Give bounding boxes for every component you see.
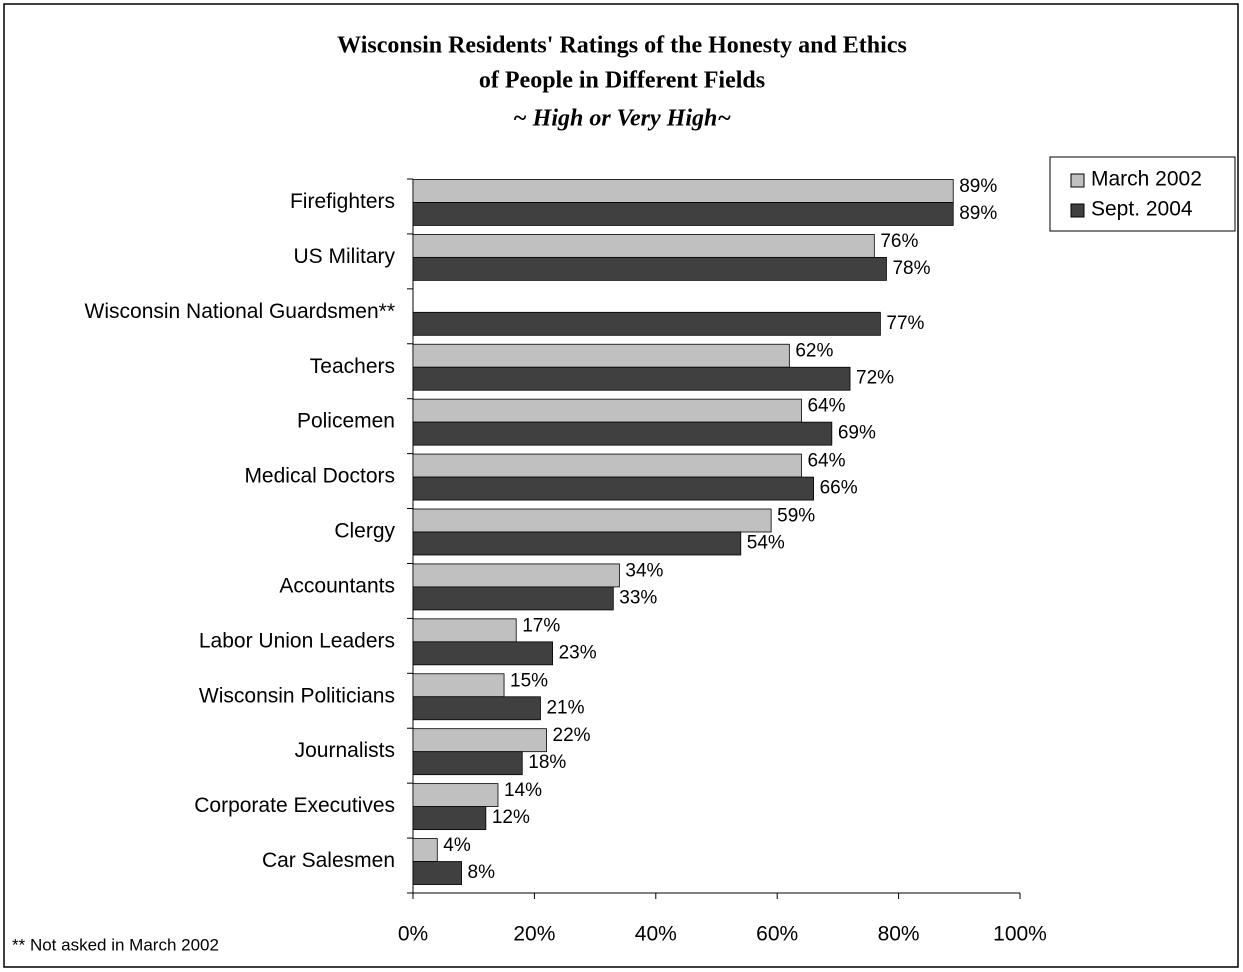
bar — [412, 508, 772, 533]
chart-subtitle: ~ High or Very High~ — [513, 106, 731, 132]
value-label: 78% — [892, 258, 930, 279]
x-tick-label: 40% — [635, 923, 677, 946]
bar — [412, 366, 851, 391]
bar — [412, 586, 614, 611]
bar — [412, 476, 815, 501]
bar — [412, 838, 438, 862]
value-label: 66% — [820, 478, 858, 499]
value-label: 54% — [747, 533, 785, 554]
bar — [412, 179, 954, 203]
bar — [412, 728, 547, 753]
x-tick-label: 80% — [878, 923, 920, 946]
category-label: Policemen — [297, 410, 395, 433]
category-label: Teachers — [310, 355, 395, 378]
category-label: Labor Union Leaders — [199, 629, 395, 652]
bar — [412, 618, 517, 643]
bar — [412, 563, 620, 588]
value-label: 18% — [528, 752, 566, 773]
x-tick-label: 100% — [993, 923, 1047, 946]
category-label: Car Salesmen — [262, 849, 395, 872]
x-tick-label: 20% — [513, 923, 555, 946]
bar — [412, 421, 833, 446]
value-label: 64% — [807, 451, 845, 472]
category-label: Journalists — [295, 739, 395, 762]
bar — [412, 311, 881, 336]
value-label: 72% — [856, 368, 894, 389]
value-label: 17% — [522, 615, 560, 636]
value-label: 14% — [504, 780, 542, 801]
legend-box — [1049, 156, 1236, 232]
value-label: 77% — [886, 313, 924, 334]
value-label: 69% — [838, 423, 876, 444]
bar — [412, 751, 523, 776]
bar — [412, 696, 541, 721]
legend-swatch — [1070, 203, 1085, 218]
bar — [412, 202, 954, 226]
value-label: 23% — [559, 642, 597, 663]
value-label: 34% — [625, 560, 663, 581]
bar — [412, 398, 802, 423]
category-label: Medical Doctors — [244, 465, 395, 488]
chart-title: Wisconsin Residents' Ratings of the Hone… — [337, 33, 907, 59]
bar — [412, 343, 790, 368]
value-label: 89% — [959, 203, 997, 224]
category-label: Accountants — [279, 574, 395, 597]
bar — [412, 531, 742, 556]
bar — [412, 783, 499, 808]
value-label: 12% — [492, 807, 530, 828]
category-label: Firefighters — [290, 190, 395, 213]
value-label: 76% — [880, 231, 918, 252]
value-label: 33% — [619, 587, 657, 608]
bar — [412, 233, 875, 258]
category-label: Wisconsin Politicians — [199, 684, 395, 707]
value-label: 8% — [468, 862, 496, 883]
value-label: 22% — [553, 725, 591, 746]
value-label: 21% — [546, 697, 584, 718]
legend-label: Sept. 2004 — [1091, 198, 1193, 221]
bar — [412, 673, 505, 698]
x-tick-label: 60% — [756, 923, 798, 946]
value-label: 4% — [443, 835, 471, 856]
value-label: 64% — [807, 396, 845, 417]
bar — [412, 861, 462, 885]
legend-swatch — [1070, 173, 1085, 188]
bar — [412, 256, 887, 281]
value-label: 15% — [510, 670, 548, 691]
category-label: Corporate Executives — [194, 794, 395, 817]
bar — [412, 641, 554, 666]
chart-title: of People in Different Fields — [479, 68, 765, 94]
bar — [412, 806, 487, 831]
x-tick-label: 0% — [398, 923, 428, 946]
bar — [412, 453, 802, 478]
value-label: 89% — [959, 176, 997, 197]
value-label: 59% — [777, 506, 815, 527]
category-label: Clergy — [334, 520, 395, 543]
category-label: US Military — [293, 245, 395, 268]
category-label: Wisconsin National Guardsmen** — [85, 300, 395, 323]
value-label: 62% — [795, 341, 833, 362]
legend-label: March 2002 — [1091, 168, 1202, 191]
footnote: ** Not asked in March 2002 — [12, 935, 219, 954]
